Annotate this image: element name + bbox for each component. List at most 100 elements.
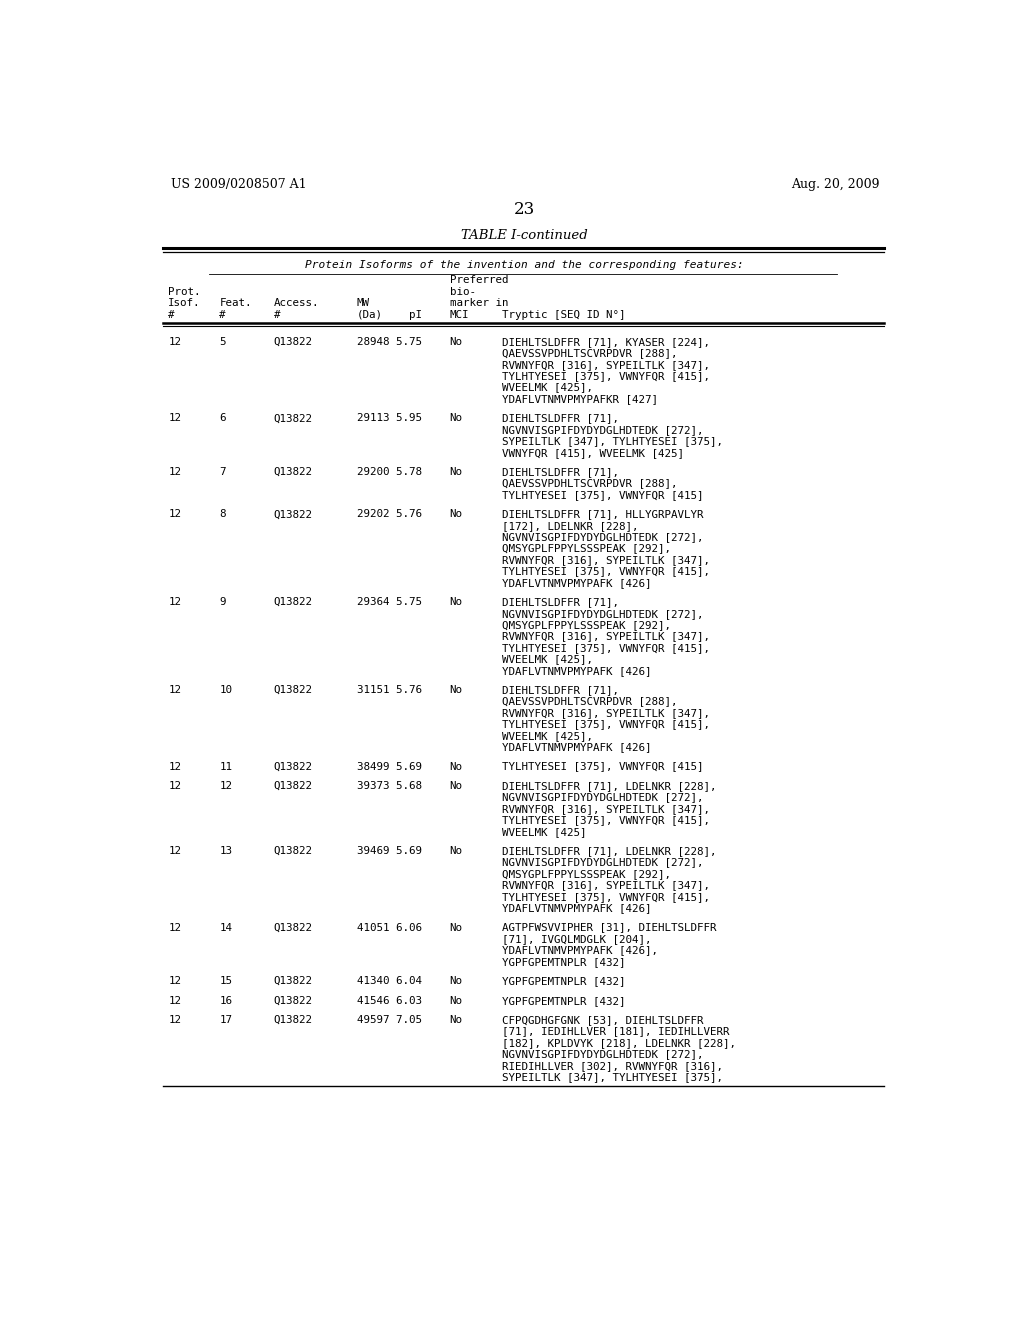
Text: 8: 8: [219, 510, 226, 519]
Text: 29202 5.76: 29202 5.76: [356, 510, 422, 519]
Text: WVEELMK [425],: WVEELMK [425],: [502, 731, 593, 741]
Text: WVEELMK [425],: WVEELMK [425],: [502, 383, 593, 392]
Text: NGVNVISGPIFDYDYDGLHDTEDK [272],: NGVNVISGPIFDYDYDGLHDTEDK [272],: [502, 609, 703, 619]
Text: marker in: marker in: [450, 298, 508, 309]
Text: QAEVSSVPDHLTSCVRPDVR [288],: QAEVSSVPDHLTSCVRPDVR [288],: [502, 348, 677, 358]
Text: 12: 12: [168, 762, 181, 772]
Text: 10: 10: [219, 685, 232, 696]
Text: NGVNVISGPIFDYDYDGLHDTEDK [272],: NGVNVISGPIFDYDYDGLHDTEDK [272],: [502, 532, 703, 543]
Text: AGTPFWSVVIPHER [31], DIEHLTSLDFFR: AGTPFWSVVIPHER [31], DIEHLTSLDFFR: [502, 923, 716, 932]
Text: QAEVSSVPDHLTSCVRPDVR [288],: QAEVSSVPDHLTSCVRPDVR [288],: [502, 697, 677, 706]
Text: RIEDIHLLVER [302], RVWNYFQR [316],: RIEDIHLLVER [302], RVWNYFQR [316],: [502, 1061, 723, 1071]
Text: YGPFGPEMTNPLR [432]: YGPFGPEMTNPLR [432]: [502, 977, 625, 986]
Text: CFPQGDHGFGNK [53], DIEHLTSLDFFR: CFPQGDHGFGNK [53], DIEHLTSLDFFR: [502, 1015, 703, 1026]
Text: Q13822: Q13822: [273, 685, 312, 696]
Text: 15: 15: [219, 977, 232, 986]
Text: 16: 16: [219, 995, 232, 1006]
Text: No: No: [450, 977, 463, 986]
Text: QAEVSSVPDHLTSCVRPDVR [288],: QAEVSSVPDHLTSCVRPDVR [288],: [502, 478, 677, 488]
Text: NGVNVISGPIFDYDYDGLHDTEDK [272],: NGVNVISGPIFDYDYDGLHDTEDK [272],: [502, 425, 703, 434]
Text: Protein Isoforms of the invention and the corresponding features:: Protein Isoforms of the invention and th…: [305, 260, 744, 271]
Text: No: No: [450, 467, 463, 477]
Text: MW: MW: [356, 298, 370, 309]
Text: SYPEILTLK [347], TYLHTYESEI [375],: SYPEILTLK [347], TYLHTYESEI [375],: [502, 436, 723, 446]
Text: 41051 6.06: 41051 6.06: [356, 923, 422, 932]
Text: 12: 12: [168, 977, 181, 986]
Text: 12: 12: [219, 781, 232, 791]
Text: No: No: [450, 413, 463, 424]
Text: YGPFGPEMTNPLR [432]: YGPFGPEMTNPLR [432]: [502, 995, 625, 1006]
Text: 12: 12: [168, 923, 181, 932]
Text: RVWNYFQR [316], SYPEILTLK [347],: RVWNYFQR [316], SYPEILTLK [347],: [502, 804, 710, 814]
Text: RVWNYFQR [316], SYPEILTLK [347],: RVWNYFQR [316], SYPEILTLK [347],: [502, 708, 710, 718]
Text: Q13822: Q13822: [273, 846, 312, 857]
Text: YDAFLVTNMVPMYPAFK [426],: YDAFLVTNMVPMYPAFK [426],: [502, 945, 657, 956]
Text: 6: 6: [219, 413, 226, 424]
Text: DIEHLTSLDFFR [71],: DIEHLTSLDFFR [71],: [502, 467, 618, 477]
Text: RVWNYFQR [316], SYPEILTLK [347],: RVWNYFQR [316], SYPEILTLK [347],: [502, 360, 710, 370]
Text: #: #: [219, 310, 226, 319]
Text: TYLHTYESEI [375], VWNYFQR [415],: TYLHTYESEI [375], VWNYFQR [415],: [502, 892, 710, 902]
Text: MCI: MCI: [450, 310, 469, 319]
Text: YDAFLVTNMVPMYPAFK [426]: YDAFLVTNMVPMYPAFK [426]: [502, 903, 651, 913]
Text: 29113 5.95: 29113 5.95: [356, 413, 422, 424]
Text: 41340 6.04: 41340 6.04: [356, 977, 422, 986]
Text: TYLHTYESEI [375], VWNYFQR [415],: TYLHTYESEI [375], VWNYFQR [415],: [502, 816, 710, 825]
Text: 5: 5: [219, 337, 226, 347]
Text: Preferred: Preferred: [450, 276, 508, 285]
Text: 38499 5.69: 38499 5.69: [356, 762, 422, 772]
Text: No: No: [450, 1015, 463, 1026]
Text: bio-: bio-: [450, 286, 475, 297]
Text: WVEELMK [425],: WVEELMK [425],: [502, 655, 593, 664]
Text: 11: 11: [219, 762, 232, 772]
Text: TYLHTYESEI [375], VWNYFQR [415],: TYLHTYESEI [375], VWNYFQR [415],: [502, 643, 710, 653]
Text: 39373 5.68: 39373 5.68: [356, 781, 422, 791]
Text: TYLHTYESEI [375], VWNYFQR [415],: TYLHTYESEI [375], VWNYFQR [415],: [502, 719, 710, 729]
Text: TYLHTYESEI [375], VWNYFQR [415]: TYLHTYESEI [375], VWNYFQR [415]: [502, 762, 703, 772]
Text: 41546 6.03: 41546 6.03: [356, 995, 422, 1006]
Text: Q13822: Q13822: [273, 467, 312, 477]
Text: Isof.: Isof.: [168, 298, 201, 309]
Text: No: No: [450, 337, 463, 347]
Text: DIEHLTSLDFFR [71],: DIEHLTSLDFFR [71],: [502, 597, 618, 607]
Text: 12: 12: [168, 781, 181, 791]
Text: 12: 12: [168, 510, 181, 519]
Text: Q13822: Q13822: [273, 413, 312, 424]
Text: US 2009/0208507 A1: US 2009/0208507 A1: [171, 178, 306, 190]
Text: #: #: [168, 310, 175, 319]
Text: DIEHLTSLDFFR [71], LDELNKR [228],: DIEHLTSLDFFR [71], LDELNKR [228],: [502, 781, 716, 791]
Text: QMSYGPLFPPYLSSSPEAK [292],: QMSYGPLFPPYLSSSPEAK [292],: [502, 869, 671, 879]
Text: 12: 12: [168, 467, 181, 477]
Text: TYLHTYESEI [375], VWNYFQR [415],: TYLHTYESEI [375], VWNYFQR [415],: [502, 566, 710, 577]
Text: YDAFLVTNMVPMYPAFK [426]: YDAFLVTNMVPMYPAFK [426]: [502, 665, 651, 676]
Text: 9: 9: [219, 597, 226, 607]
Text: TYLHTYESEI [375], VWNYFQR [415],: TYLHTYESEI [375], VWNYFQR [415],: [502, 371, 710, 381]
Text: 14: 14: [219, 923, 232, 932]
Text: Tryptic [SEQ ID N°]: Tryptic [SEQ ID N°]: [502, 310, 625, 319]
Text: (Da): (Da): [356, 310, 383, 319]
Text: Prot.: Prot.: [168, 286, 201, 297]
Text: 31151 5.76: 31151 5.76: [356, 685, 422, 696]
Text: 12: 12: [168, 337, 181, 347]
Text: 23: 23: [514, 201, 536, 218]
Text: No: No: [450, 781, 463, 791]
Text: 39469 5.69: 39469 5.69: [356, 846, 422, 857]
Text: Q13822: Q13822: [273, 510, 312, 519]
Text: YDAFLVTNMVPMYPAFK [426]: YDAFLVTNMVPMYPAFK [426]: [502, 578, 651, 587]
Text: RVWNYFQR [316], SYPEILTLK [347],: RVWNYFQR [316], SYPEILTLK [347],: [502, 631, 710, 642]
Text: Q13822: Q13822: [273, 337, 312, 347]
Text: NGVNVISGPIFDYDYDGLHDTEDK [272],: NGVNVISGPIFDYDYDGLHDTEDK [272],: [502, 792, 703, 803]
Text: QMSYGPLFPPYLSSSPEAK [292],: QMSYGPLFPPYLSSSPEAK [292],: [502, 620, 671, 630]
Text: [71], IEDIHLLVER [181], IEDIHLLVERR: [71], IEDIHLLVER [181], IEDIHLLVERR: [502, 1027, 729, 1036]
Text: 12: 12: [168, 1015, 181, 1026]
Text: Q13822: Q13822: [273, 977, 312, 986]
Text: 13: 13: [219, 846, 232, 857]
Text: [71], IVGQLMDGLK [204],: [71], IVGQLMDGLK [204],: [502, 935, 651, 944]
Text: No: No: [450, 923, 463, 932]
Text: 12: 12: [168, 413, 181, 424]
Text: 12: 12: [168, 995, 181, 1006]
Text: TABLE I-continued: TABLE I-continued: [462, 230, 588, 243]
Text: 49597 7.05: 49597 7.05: [356, 1015, 422, 1026]
Text: YDAFLVTNMVPMYPAFKR [427]: YDAFLVTNMVPMYPAFKR [427]: [502, 393, 657, 404]
Text: pI: pI: [409, 310, 422, 319]
